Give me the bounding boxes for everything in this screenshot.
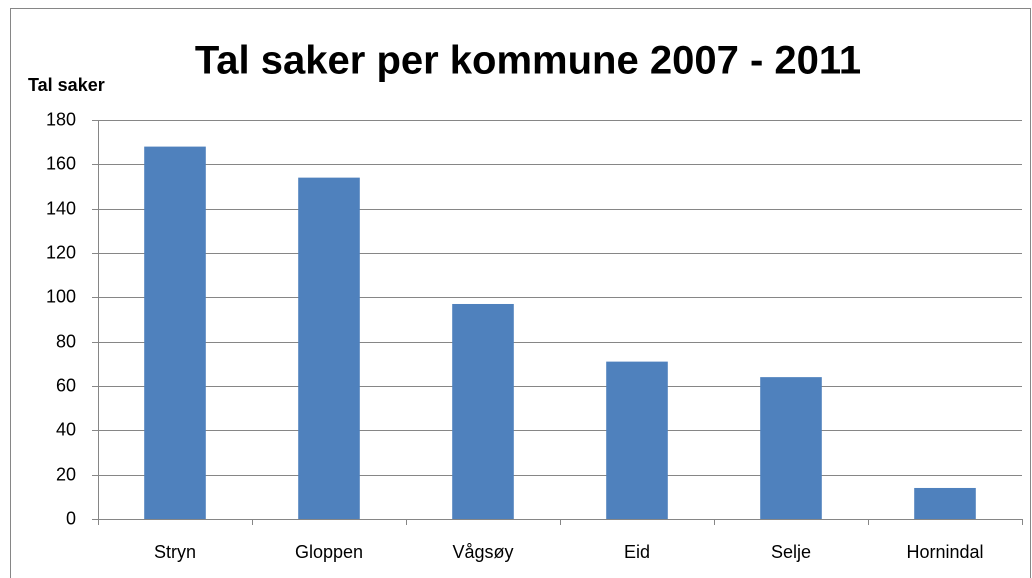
y-tick-label: 40	[56, 419, 76, 439]
y-tick-label: 20	[56, 464, 76, 484]
chart-title: Tal saker per kommune 2007 - 2011	[195, 39, 861, 83]
y-tick-label: 80	[56, 331, 76, 351]
bar	[606, 361, 668, 519]
bar	[452, 303, 514, 519]
x-tick-label: Selje	[771, 542, 811, 562]
y-tick-label: 180	[46, 109, 76, 129]
bar	[144, 146, 206, 519]
x-tick-label: Stryn	[154, 542, 196, 562]
y-tick-label: 120	[46, 242, 76, 262]
y-axis-label: Tal saker	[28, 75, 105, 95]
y-tick-label: 0	[66, 508, 76, 528]
x-tick-label: Eid	[624, 542, 650, 562]
y-tick-label: 160	[46, 153, 76, 173]
x-tick-label: Vågsøy	[452, 542, 513, 562]
bar	[760, 377, 822, 519]
y-tick-label: 60	[56, 375, 76, 395]
y-tick-label: 140	[46, 198, 76, 218]
x-tick-label: Gloppen	[295, 542, 363, 562]
x-tick-label: Hornindal	[906, 542, 983, 562]
bar	[914, 487, 976, 519]
bar	[298, 177, 360, 519]
chart-frame	[10, 8, 1031, 578]
y-tick-label: 100	[46, 286, 76, 306]
